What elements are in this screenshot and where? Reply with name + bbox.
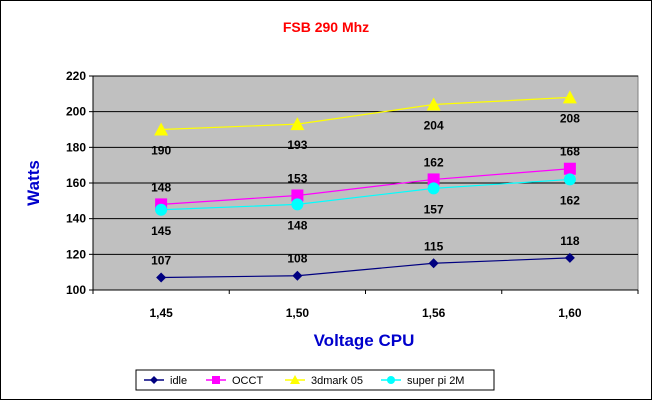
data-point	[564, 252, 575, 263]
data-point	[291, 198, 304, 211]
data-point	[154, 122, 169, 136]
series-lines	[161, 96, 570, 279]
x-axis-ticks: 1,45 1,50 1,56 1,60	[92, 289, 639, 320]
y-axis-title: Watts	[24, 160, 43, 206]
data-point	[563, 162, 576, 175]
data-point	[156, 272, 167, 283]
series-line	[161, 178, 570, 211]
legend-swatch-marker	[212, 376, 220, 384]
data-label: 162	[560, 193, 580, 207]
data-point	[427, 182, 440, 195]
legend-swatch-marker	[150, 376, 158, 384]
data-labels: 107 108 115 118 148 153 162 168 190 193 204 208 145 1…	[151, 111, 580, 267]
x-tick-label: 1,60	[558, 306, 582, 320]
y-tick-label: 220	[66, 69, 86, 83]
data-point	[290, 117, 305, 131]
legend-swatch-marker	[290, 375, 300, 384]
y-tick-label: 140	[66, 212, 86, 226]
data-point	[427, 173, 440, 186]
legend: idle OCCT 3dmark 05 super pi 2M	[135, 369, 495, 391]
x-tick-label: 1,50	[286, 306, 310, 320]
data-label: 157	[424, 202, 444, 216]
y-tick-label: 100	[66, 283, 86, 297]
y-axis-ticks: 100 120 140 160 180 200 220	[66, 69, 94, 297]
legend-label: OCCT	[232, 375, 263, 387]
series-markers	[154, 90, 577, 283]
y-tick-label: 120	[66, 247, 86, 261]
data-label: 148	[287, 218, 307, 232]
x-tick-label: 1,45	[149, 306, 173, 320]
legend-label: 3dmark 05	[311, 375, 363, 387]
data-point	[562, 90, 577, 104]
data-label: 153	[287, 171, 307, 185]
data-point	[155, 203, 168, 216]
data-label: 145	[151, 224, 171, 238]
series-line	[161, 168, 570, 205]
chart-title: FSB 290 Mhz	[283, 19, 369, 35]
data-label: 208	[560, 111, 580, 125]
y-tick-label: 160	[66, 176, 86, 190]
gridlines	[93, 75, 638, 255]
data-point	[563, 173, 576, 186]
legend-label: super pi 2M	[407, 375, 464, 387]
data-label: 204	[424, 119, 444, 133]
data-label: 190	[151, 144, 171, 158]
data-label: 168	[560, 145, 580, 159]
series-line	[161, 257, 570, 279]
data-point	[292, 270, 303, 281]
data-point	[426, 97, 441, 111]
x-axis-title: Voltage CPU	[314, 331, 415, 350]
data-point	[428, 258, 439, 269]
data-point	[291, 189, 304, 202]
data-label: 162	[424, 155, 444, 169]
y-tick-label: 200	[66, 105, 86, 119]
data-label: 193	[287, 138, 307, 152]
legend-swatch-marker	[387, 376, 395, 384]
data-label: 108	[287, 252, 307, 266]
series-line	[161, 96, 570, 131]
legend-box	[135, 369, 495, 391]
data-label: 107	[151, 254, 171, 268]
x-tick-label: 1,56	[422, 306, 446, 320]
data-label: 115	[424, 239, 444, 253]
data-label: 118	[560, 234, 580, 248]
data-label: 148	[151, 180, 171, 194]
legend-label: idle	[170, 375, 187, 387]
y-tick-label: 180	[66, 140, 86, 154]
